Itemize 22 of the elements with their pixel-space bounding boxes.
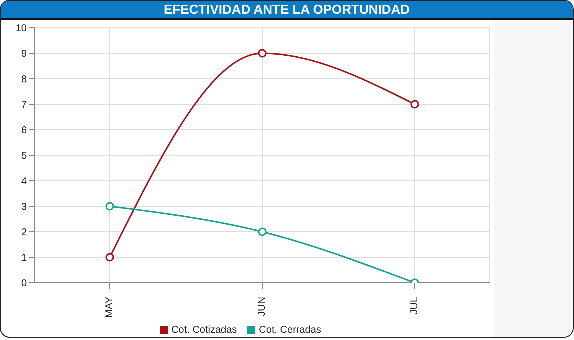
y-tick-label: 10	[16, 24, 28, 35]
y-tick-label: 9	[21, 49, 28, 60]
x-tick-label: MAY	[104, 296, 116, 318]
y-tick-label: 5	[21, 151, 28, 162]
point	[106, 202, 114, 211]
legend-label: Cot. Cerradas	[259, 325, 322, 336]
y-tick-label: 2	[21, 228, 28, 239]
x-tick-label: JUN	[257, 297, 268, 316]
y-tick-label: 3	[21, 202, 28, 214]
point	[410, 100, 420, 109]
legend-label: Cot. Cotizadas	[172, 325, 238, 336]
x-tick-label: JUL	[410, 296, 420, 315]
y-tick-label: 4	[21, 176, 28, 188]
y-tick-label: 0	[21, 278, 28, 290]
point	[106, 253, 114, 262]
y-tick-label: 6	[21, 126, 28, 137]
y-tick-label: 8	[21, 74, 28, 86]
point	[258, 228, 267, 236]
y-tick-label: 7	[21, 100, 28, 112]
chart-title: EFECTIVIDAD ANTE LA OPORTUNIDAD	[1, 1, 573, 20]
y-tick-label: 1	[21, 253, 28, 264]
point	[258, 49, 267, 58]
